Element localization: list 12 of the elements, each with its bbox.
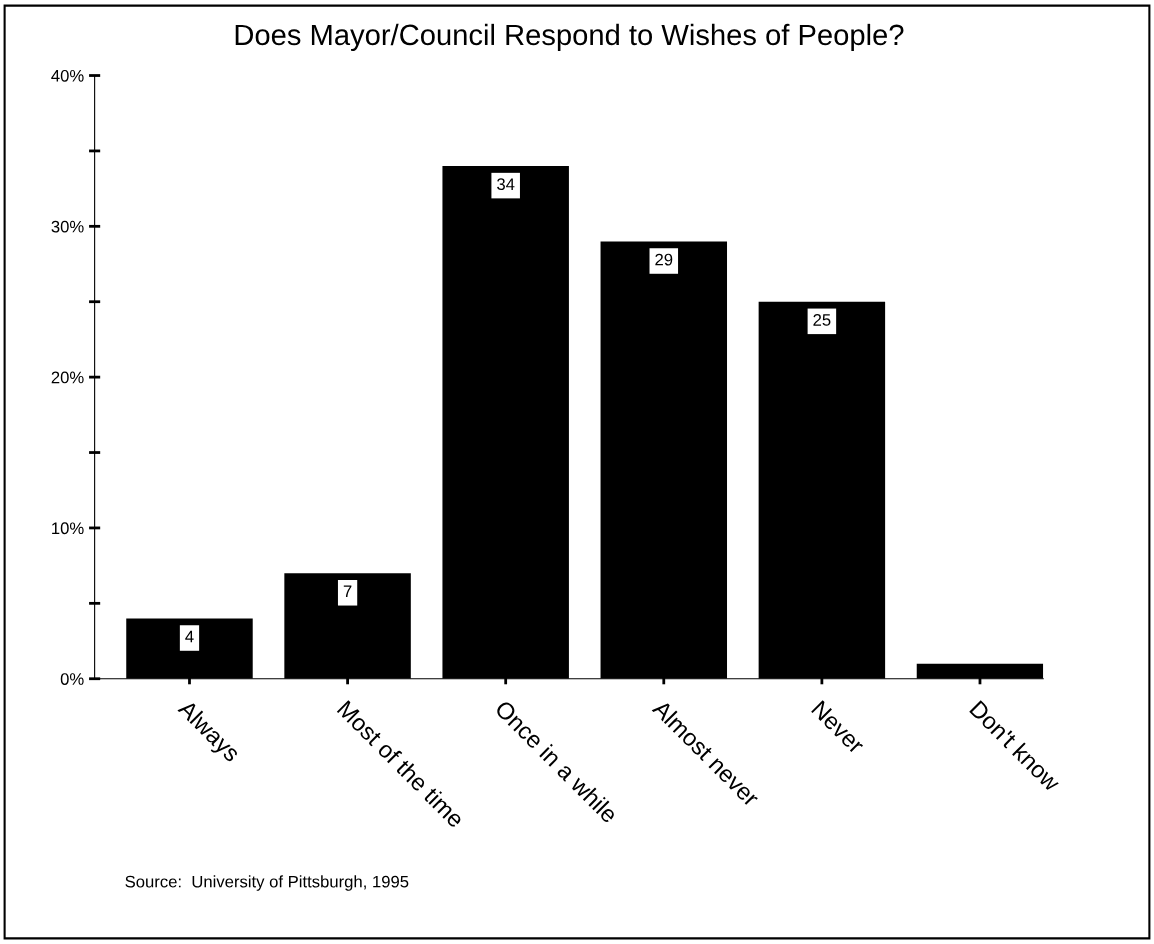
y-tick-label: 10% xyxy=(52,522,84,535)
data-label: 25 xyxy=(813,314,831,326)
source-note: Source: University of Pittsburgh, 1995 xyxy=(125,875,409,891)
y-tick-label: 40% xyxy=(51,69,84,82)
chart-title: Does Mayor/Council Respond to Wishes of People? xyxy=(235,23,904,52)
y-tick-label: 20% xyxy=(51,371,84,384)
data-label: 7 xyxy=(343,585,352,598)
data-label: 4 xyxy=(185,630,194,643)
data-label: 29 xyxy=(655,253,673,266)
data-label: 34 xyxy=(497,178,515,191)
y-tick-label: 0% xyxy=(60,673,84,685)
y-tick-label: 30% xyxy=(51,220,84,233)
